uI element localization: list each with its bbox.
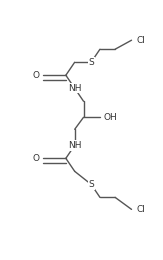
Text: NH: NH bbox=[68, 141, 82, 150]
Text: O: O bbox=[32, 154, 39, 163]
Text: Cl: Cl bbox=[137, 36, 145, 45]
Text: S: S bbox=[88, 58, 94, 67]
Text: OH: OH bbox=[104, 113, 118, 122]
Text: O: O bbox=[32, 71, 39, 80]
Text: S: S bbox=[88, 180, 94, 189]
Text: NH: NH bbox=[68, 84, 82, 93]
Text: Cl: Cl bbox=[137, 205, 145, 214]
